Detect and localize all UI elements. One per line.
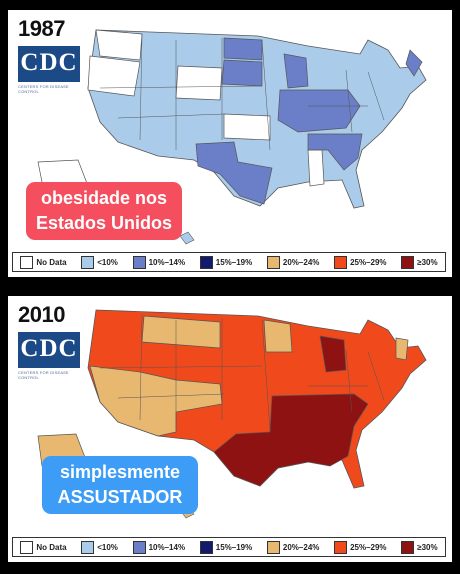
region-southeast — [307, 133, 363, 171]
map-legend: No Data <10% 10%–14% 15%–19% 20%–24% 25%… — [12, 537, 446, 557]
legend-item: 10%–14% — [132, 540, 185, 554]
legend-swatch — [401, 255, 415, 269]
legend-swatch — [334, 540, 348, 554]
legend-swatch — [132, 255, 146, 269]
legend-swatch — [20, 540, 34, 554]
legend-item: 15%–19% — [199, 255, 252, 269]
us-map-1987 — [37, 29, 427, 245]
legend-item: 25%–29% — [334, 255, 387, 269]
year-label: 1987 — [18, 16, 65, 41]
state-washington — [95, 29, 143, 61]
legend-swatch — [401, 540, 415, 554]
state-maine — [405, 49, 423, 77]
state-south-dakota — [221, 59, 263, 87]
cdc-logo: CDC — [18, 332, 80, 368]
region-midwest — [277, 89, 361, 133]
legend-item: No Data — [20, 255, 67, 269]
legend-swatch — [334, 255, 348, 269]
legend-item: <10% — [81, 255, 118, 269]
year-label: 2010 — [18, 302, 65, 327]
caption-badge: simplesmente ASSUSTADOR — [42, 456, 198, 514]
caption-badge: obesidade nos Estados Unidos — [26, 182, 182, 240]
state-kansas — [223, 113, 271, 141]
state-mississippi — [307, 149, 325, 187]
caption-line: ASSUSTADOR — [57, 487, 183, 507]
legend-item: 10%–14% — [132, 255, 185, 269]
legend-swatch — [81, 255, 95, 269]
caption-line: Estados Unidos — [35, 213, 173, 233]
legend-item: ≥30% — [401, 255, 438, 269]
map-panel-2010: 2010 CDC CENTERS FOR DISEASE CONTROL sim… — [8, 296, 452, 562]
region-south — [213, 393, 369, 487]
legend-item: 25%–29% — [334, 540, 387, 554]
state-hawaii — [179, 231, 195, 245]
state-north-dakota — [223, 37, 263, 61]
cdc-logo-subtitle: CENTERS FOR DISEASE CONTROL — [18, 370, 69, 380]
state-wisconsin — [283, 53, 309, 89]
cdc-logo-subtitle: CENTERS FOR DISEASE CONTROL — [18, 84, 69, 94]
caption-line: obesidade nos — [40, 188, 168, 208]
map-panel-1987: 1987 CDC CENTERS FOR DISEASE CONTROL obe… — [8, 10, 452, 277]
legend-item: 20%–24% — [266, 540, 319, 554]
legend-item: 15%–19% — [199, 540, 252, 554]
state-wyoming — [175, 65, 223, 101]
legend-item: <10% — [81, 540, 118, 554]
legend-swatch — [81, 540, 95, 554]
legend-swatch — [266, 255, 280, 269]
legend-item: ≥30% — [401, 540, 438, 554]
legend-swatch — [132, 540, 146, 554]
state-vermont — [395, 337, 409, 361]
legend-swatch — [20, 255, 34, 269]
state-michigan — [319, 335, 347, 373]
map-legend: No Data <10% 10%–14% 15%–19% 20%–24% 25%… — [12, 252, 446, 272]
state-minnesota — [263, 319, 293, 353]
legend-item: No Data — [20, 540, 67, 554]
state-oregon — [87, 55, 141, 97]
caption-line: simplesmente — [59, 462, 181, 482]
legend-item: 20%–24% — [266, 255, 319, 269]
legend-swatch — [199, 540, 213, 554]
legend-swatch — [199, 255, 213, 269]
state-texas — [195, 141, 273, 205]
cdc-logo: CDC — [18, 46, 80, 82]
legend-swatch — [266, 540, 280, 554]
state-montana — [141, 315, 221, 349]
